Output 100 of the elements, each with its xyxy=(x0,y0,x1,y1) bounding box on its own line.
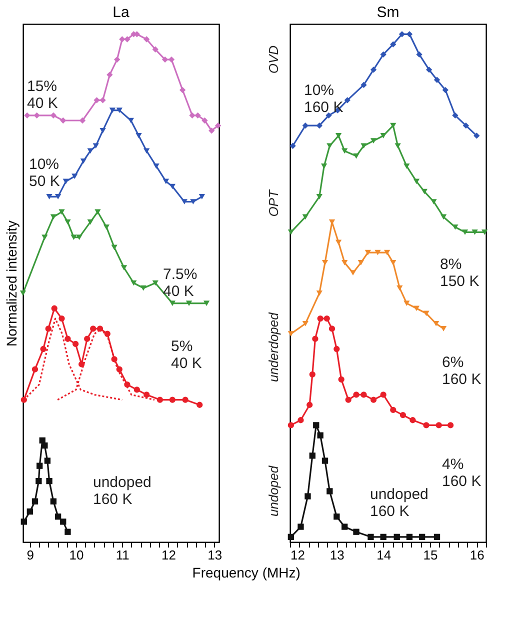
point xyxy=(322,458,328,464)
point xyxy=(202,117,208,124)
series-label: 10% 50 K xyxy=(29,156,60,190)
point xyxy=(60,518,66,525)
point xyxy=(100,97,106,104)
point xyxy=(436,422,442,428)
point xyxy=(342,260,348,266)
point xyxy=(60,117,66,124)
point xyxy=(169,396,176,403)
point xyxy=(440,214,447,220)
point xyxy=(434,534,440,540)
point xyxy=(76,234,82,240)
point xyxy=(380,392,386,398)
point xyxy=(50,498,57,504)
point xyxy=(326,143,333,149)
point xyxy=(42,442,48,449)
point xyxy=(442,86,448,94)
point xyxy=(309,452,316,459)
point xyxy=(208,128,215,134)
point xyxy=(338,376,344,383)
point xyxy=(396,285,403,291)
point xyxy=(87,148,94,154)
point xyxy=(317,315,324,322)
point xyxy=(144,392,150,398)
point xyxy=(103,224,110,230)
point xyxy=(169,300,176,306)
point xyxy=(306,402,313,408)
point xyxy=(364,250,372,256)
point xyxy=(32,498,38,504)
point xyxy=(313,422,320,428)
x-axis-title: Frequency (MHz) xyxy=(192,564,300,581)
point xyxy=(116,108,122,113)
series-label: 8% 150 K xyxy=(440,256,480,290)
point xyxy=(94,97,100,104)
point xyxy=(374,250,381,256)
series-label: 5% 40 K xyxy=(171,338,202,372)
point xyxy=(106,72,113,78)
point xyxy=(196,402,203,408)
point xyxy=(404,300,410,306)
point xyxy=(46,478,52,484)
point xyxy=(24,112,30,118)
point xyxy=(322,260,328,266)
point xyxy=(482,230,488,235)
point xyxy=(80,158,86,164)
point xyxy=(302,214,308,220)
point xyxy=(326,488,333,494)
series-label: undoped 160 K xyxy=(93,474,152,508)
point xyxy=(390,260,396,266)
point xyxy=(186,300,192,306)
point xyxy=(302,122,308,129)
point xyxy=(353,528,360,535)
point xyxy=(288,331,294,336)
point xyxy=(94,209,101,215)
point xyxy=(120,265,128,270)
point xyxy=(62,178,69,184)
point xyxy=(434,76,440,83)
point xyxy=(130,280,137,286)
chart-title: La xyxy=(112,4,130,21)
text: underdoped xyxy=(266,312,281,382)
text: undoped xyxy=(266,465,281,517)
point xyxy=(100,128,106,134)
point xyxy=(309,371,316,378)
point xyxy=(334,346,340,352)
point xyxy=(390,41,396,48)
point xyxy=(54,514,62,520)
point xyxy=(156,396,164,403)
point xyxy=(168,56,175,63)
point xyxy=(472,230,478,235)
point xyxy=(317,432,324,438)
point xyxy=(353,392,360,398)
point xyxy=(410,417,416,424)
point xyxy=(64,336,71,342)
x-tick-label: 11 xyxy=(116,548,130,562)
point xyxy=(413,306,420,312)
point xyxy=(50,214,57,220)
point xyxy=(298,417,304,424)
x-tick-label: 13 xyxy=(330,548,344,562)
series-label: 7.5% 40 K xyxy=(163,266,198,300)
point xyxy=(134,386,140,393)
point xyxy=(288,534,294,540)
point xyxy=(290,142,296,149)
point xyxy=(64,219,71,225)
point xyxy=(152,46,158,52)
point xyxy=(418,534,426,540)
point xyxy=(370,138,377,144)
point xyxy=(316,194,322,200)
point xyxy=(111,244,118,250)
point xyxy=(360,82,367,88)
point xyxy=(302,320,308,326)
point xyxy=(64,528,71,535)
point xyxy=(144,148,150,154)
point xyxy=(182,396,188,403)
point xyxy=(334,514,340,520)
point xyxy=(36,462,43,469)
point xyxy=(423,422,430,428)
point xyxy=(179,86,186,94)
point xyxy=(109,108,116,113)
point xyxy=(380,51,386,58)
point xyxy=(316,290,322,296)
point xyxy=(328,326,336,332)
